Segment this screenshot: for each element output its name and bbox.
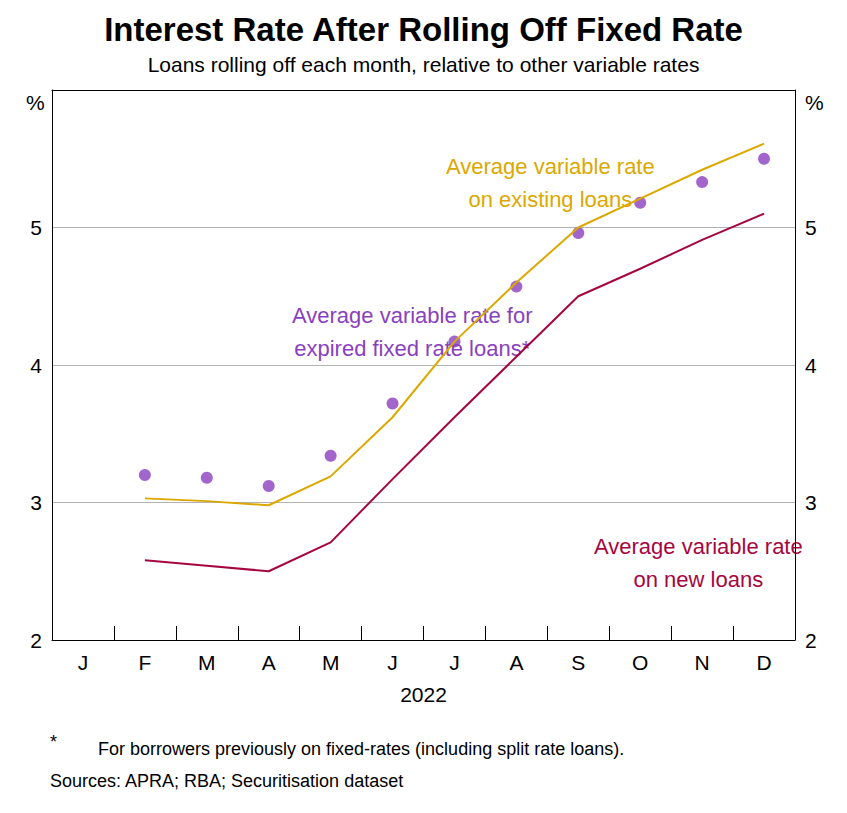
svg-text:on new loans: on new loans	[634, 567, 764, 592]
svg-text:expired fixed rate loans*: expired fixed rate loans*	[294, 336, 530, 361]
svg-text:4: 4	[30, 354, 42, 377]
svg-text:J: J	[78, 651, 89, 674]
svg-text:%: %	[805, 91, 824, 114]
svg-text:Sources: APRA; RBA; Securitisa: Sources: APRA; RBA; Securitisation datas…	[50, 771, 403, 791]
svg-text:A: A	[262, 651, 276, 674]
svg-text:J: J	[449, 651, 460, 674]
svg-text:N: N	[695, 651, 710, 674]
svg-text:Average variable rate: Average variable rate	[594, 534, 803, 559]
svg-text:*: *	[50, 732, 57, 752]
svg-text:%: %	[26, 91, 45, 114]
svg-text:4: 4	[805, 354, 817, 377]
svg-text:D: D	[756, 651, 771, 674]
svg-text:5: 5	[805, 216, 817, 239]
svg-text:5: 5	[30, 216, 42, 239]
svg-text:Interest Rate After Rolling Of: Interest Rate After Rolling Off Fixed Ra…	[104, 11, 743, 48]
svg-text:2: 2	[30, 629, 42, 652]
svg-text:2: 2	[805, 629, 817, 652]
svg-text:M: M	[198, 651, 216, 674]
svg-text:Loans rolling off each month,: Loans rolling off each month, relative t…	[148, 53, 700, 76]
svg-text:M: M	[322, 651, 340, 674]
svg-text:on existing loans: on existing loans	[468, 187, 632, 212]
svg-text:A: A	[509, 651, 523, 674]
svg-text:O: O	[632, 651, 648, 674]
svg-text:Average variable rate: Average variable rate	[446, 154, 655, 179]
svg-text:3: 3	[805, 491, 817, 514]
svg-text:For borrowers previously on fi: For borrowers previously on fixed-rates …	[98, 739, 624, 759]
svg-text:S: S	[571, 651, 585, 674]
svg-text:F: F	[138, 651, 151, 674]
svg-text:2022: 2022	[400, 683, 447, 706]
svg-text:3: 3	[30, 491, 42, 514]
svg-text:Average variable rate for: Average variable rate for	[292, 303, 533, 328]
svg-text:J: J	[387, 651, 398, 674]
